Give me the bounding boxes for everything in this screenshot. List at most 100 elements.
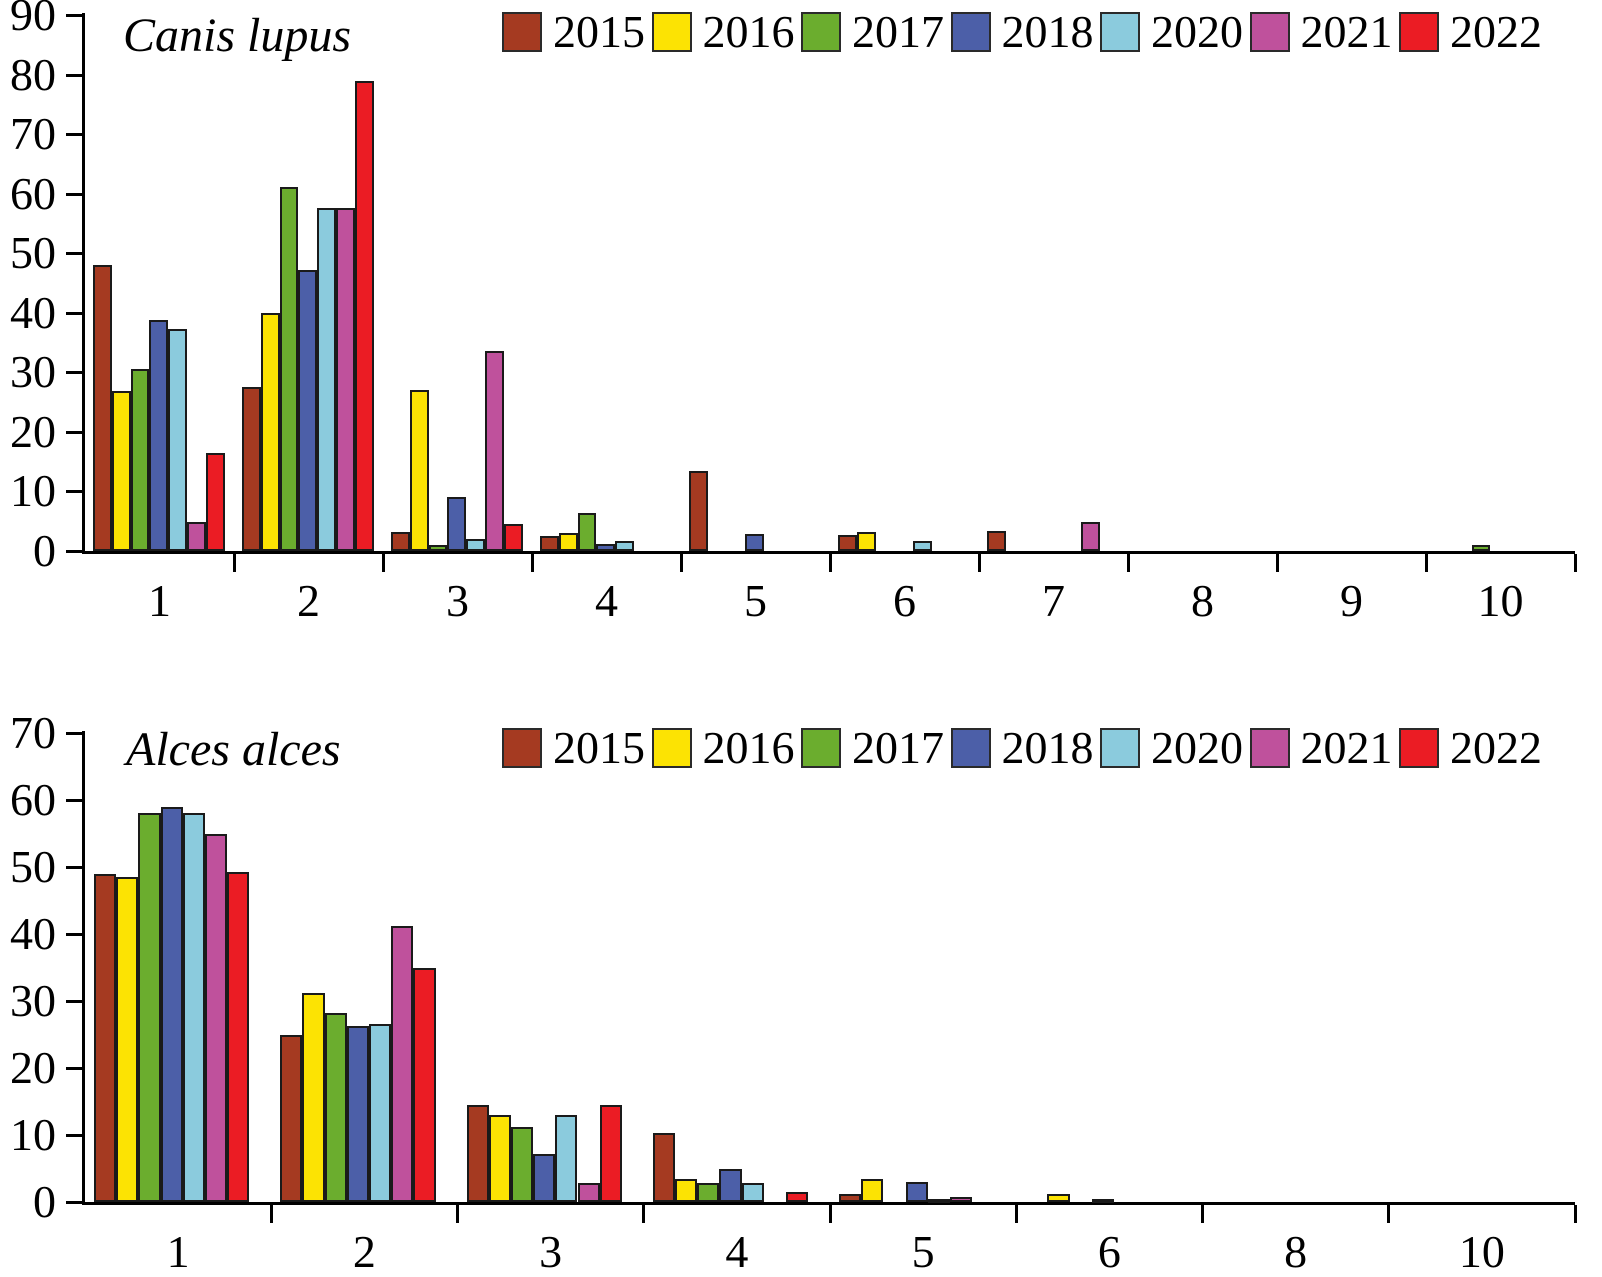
bar-2016-cat1 <box>116 877 139 1202</box>
legend-label: 2020 <box>1151 722 1243 773</box>
legend-label: 2021 <box>1300 722 1393 773</box>
legend-swatch-2021 <box>1249 728 1290 768</box>
x-tick <box>828 1205 832 1223</box>
bar-2022-cat2 <box>413 967 436 1202</box>
legend-label: 2016 <box>702 6 795 57</box>
x-tick-label: 5 <box>744 575 767 626</box>
y-tick <box>66 73 82 77</box>
bar-2018-cat1 <box>149 319 169 551</box>
legend-item-2015: 2015 <box>502 9 645 55</box>
legend-swatch-2017 <box>801 728 841 768</box>
legend-swatch-2017 <box>801 12 841 52</box>
legend-label: 2017 <box>852 722 944 773</box>
y-axis-line <box>82 13 85 554</box>
bar-2018-cat1 <box>160 806 183 1202</box>
x-tick <box>530 554 534 572</box>
bar-2020-cat4 <box>741 1183 764 1202</box>
bar-2016-cat3 <box>488 1114 511 1202</box>
x-tick-label: 4 <box>725 1226 749 1277</box>
legend-swatch-2018 <box>950 12 991 52</box>
y-tick-label: 20 <box>10 1042 56 1093</box>
bar-2015-cat1 <box>94 873 117 1202</box>
bar-2020-cat2 <box>317 207 336 551</box>
bar-2017-cat1 <box>138 813 161 1202</box>
chart-title: Canis lupus <box>123 9 352 62</box>
y-tick <box>66 732 82 735</box>
legend-item-2021: 2021 <box>1249 722 1393 773</box>
bar-2021-cat1 <box>205 833 228 1202</box>
bar-2022-cat4 <box>785 1191 809 1202</box>
legend-label: 2021 <box>1300 6 1393 57</box>
legend-swatch-2018 <box>950 728 991 768</box>
bar-2016-cat5 <box>861 1179 884 1202</box>
x-tick <box>1275 554 1279 572</box>
x-tick <box>642 1205 646 1223</box>
chart-title: Alces alces <box>126 723 341 776</box>
bar-2017-cat3 <box>510 1126 534 1202</box>
y-tick-label: 90 <box>10 0 56 40</box>
x-axis-line <box>82 551 1575 554</box>
y-tick-label: 30 <box>10 975 56 1026</box>
y-tick <box>66 1134 82 1137</box>
legend-label: 2015 <box>553 6 645 57</box>
bar-2015-cat5 <box>689 470 708 551</box>
y-tick-label: 60 <box>10 774 56 825</box>
y-tick <box>66 311 82 315</box>
bar-2018-cat4 <box>596 543 616 551</box>
x-tick-label: 8 <box>1191 575 1214 626</box>
bar-2015-cat5 <box>839 1193 862 1202</box>
legend-swatch-2021 <box>1249 12 1290 52</box>
x-tick <box>456 1205 459 1223</box>
y-tick <box>66 430 82 434</box>
bar-2020-cat3 <box>555 1114 578 1202</box>
legend-swatch-2015 <box>502 728 542 768</box>
x-tick-label: 2 <box>352 1226 376 1277</box>
x-tick <box>1201 1205 1204 1223</box>
y-tick <box>66 371 82 375</box>
bar-2018-cat3 <box>447 497 467 551</box>
legend-item-2021: 2021 <box>1249 6 1393 57</box>
legend-item-2017: 2017 <box>801 9 944 55</box>
x-tick-label: 3 <box>446 575 469 626</box>
bar-2018-cat2 <box>298 269 318 551</box>
y-axis-line <box>82 731 85 1205</box>
bar-2021-cat1 <box>187 522 206 551</box>
y-tick <box>66 550 82 553</box>
x-tick-label: 10 <box>1477 575 1524 626</box>
bar-2022-cat1 <box>227 871 250 1202</box>
x-tick-label: 1 <box>148 575 171 626</box>
legend-label: 2016 <box>702 722 795 773</box>
y-tick-label: 40 <box>10 908 56 959</box>
legend-swatch-2022 <box>1399 728 1439 768</box>
bar-2021-cat2 <box>336 207 355 551</box>
y-tick <box>66 866 82 869</box>
x-tick-label: 9 <box>1340 575 1363 626</box>
legend: 2015 2016 2017 2018 2020 2021 2022 <box>502 6 1542 57</box>
x-tick-label: 1 <box>166 1226 190 1277</box>
y-tick <box>66 1067 82 1070</box>
legend-item-2017: 2017 <box>801 725 944 771</box>
x-tick <box>269 1205 273 1223</box>
bar-2018-cat5 <box>905 1181 928 1202</box>
legend-swatch-2016 <box>651 12 692 52</box>
y-tick <box>66 14 82 17</box>
bar-2020-cat6 <box>913 540 932 551</box>
y-tick <box>66 1201 82 1204</box>
y-tick-label: 80 <box>10 48 56 100</box>
legend-label: 2022 <box>1450 6 1542 57</box>
x-tick <box>1424 554 1428 572</box>
x-tick <box>232 554 236 572</box>
bar-2020-cat1 <box>182 813 205 1202</box>
bar-2021-cat5 <box>950 1196 973 1202</box>
bar-2021-cat7 <box>1081 522 1100 551</box>
legend-item-2018: 2018 <box>950 722 1094 773</box>
legend-label: 2018 <box>1001 722 1094 773</box>
bar-2020-cat1 <box>168 328 187 551</box>
legend-swatch-2020 <box>1100 728 1140 768</box>
legend-swatch-2022 <box>1399 12 1439 52</box>
y-tick <box>66 799 82 802</box>
legend-item-2020: 2020 <box>1100 9 1243 55</box>
y-tick-label: 50 <box>10 841 56 892</box>
bar-2017-cat2 <box>324 1013 347 1202</box>
bar-2017-cat10 <box>1471 545 1491 551</box>
